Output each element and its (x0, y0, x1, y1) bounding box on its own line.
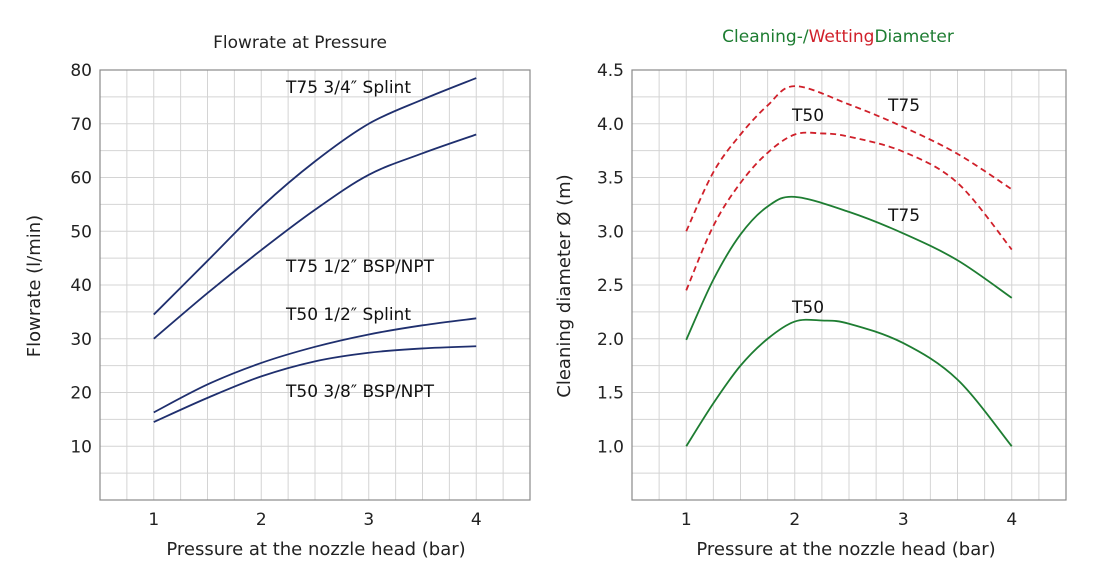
cleaning-tick-labels: 1 2 3 4 1.0 1.5 2.0 2.5 3.0 3.5 4.0 4.5 (597, 61, 1017, 530)
flowrate-x-axis-title: Pressure at the nozzle head (bar) (166, 539, 465, 560)
cleaning-y-tick-label: 2.5 (597, 276, 624, 296)
series-label-t75-cleaning: T75 (887, 206, 920, 226)
flowrate-y-tick-label: 60 (70, 169, 92, 189)
cleaning-plot-frame (631, 69, 1067, 501)
cleaning-y-tick-label: 1.0 (597, 437, 624, 457)
title-part-wetting: Wetting (809, 27, 875, 47)
series-label-t50-1-2-splint: T50 1/2″ Splint (285, 305, 411, 325)
cleaning-y-tick-label: 4.0 (597, 115, 624, 135)
flowrate-x-tick-label: 3 (363, 510, 374, 530)
cleaning-y-tick-label: 4.5 (597, 61, 624, 81)
title-part-cleaning: Cleaning-/ (722, 27, 809, 47)
flowrate-series-line-0 (153, 77, 477, 316)
flowrate-grid (100, 70, 530, 500)
series-label-t75-wetting: T75 (887, 96, 920, 116)
cleaning-series-line-0 (685, 85, 1013, 232)
flowrate-plot-frame (99, 69, 531, 501)
flowrate-y-tick-label: 50 (70, 222, 92, 242)
flowrate-y-tick-label: 80 (70, 61, 92, 81)
cleaning-x-tick-label: 1 (681, 510, 692, 530)
flowrate-series-line-1 (153, 133, 477, 340)
cleaning-x-tick-label: 3 (898, 510, 909, 530)
series-label-t75-1-2-bsp-npt: T75 1/2″ BSP/NPT (285, 257, 435, 277)
flowrate-y-tick-label: 70 (70, 115, 92, 135)
cleaning-y-tick-label: 3.0 (597, 222, 624, 242)
flowrate-y-tick-label: 30 (70, 330, 92, 350)
flowrate-x-tick-label: 2 (256, 510, 267, 530)
title-part-diameter: Diameter (874, 27, 953, 47)
cleaning-y-tick-label: 3.5 (597, 169, 624, 189)
cleaning-y-tick-label: 1.5 (597, 384, 624, 404)
cleaning-diameter-chart: 1 2 3 4 1.0 1.5 2.0 2.5 3.0 3.5 4.0 4.5 Cleaning-/W… (554, 27, 1067, 560)
cleaning-series-line-1 (685, 131, 1013, 291)
series-label-t75-3-4-splint: T75 3/4″ Splint (285, 78, 411, 98)
cleaning-series-line-3 (685, 318, 1013, 447)
flowrate-y-tick-label: 20 (70, 384, 92, 404)
flowrate-tick-labels: 1 2 3 4 10 20 30 40 50 60 70 80 (70, 61, 481, 530)
cleaning-x-tick-label: 2 (789, 510, 800, 530)
cleaning-x-axis-title: Pressure at the nozzle head (bar) (696, 539, 995, 560)
series-label-t50-cleaning: T50 (791, 298, 824, 318)
cleaning-chart-title: Cleaning-/WettingDiameter (722, 27, 954, 47)
flowrate-chart-title: Flowrate at Pressure (213, 33, 387, 53)
flowrate-y-tick-label: 10 (70, 437, 92, 457)
flowrate-y-tick-label: 40 (70, 276, 92, 296)
flowrate-series-group (153, 77, 477, 423)
cleaning-series-group (685, 85, 1013, 447)
series-label-t50-3-8-bsp-npt: T50 3/8″ BSP/NPT (285, 382, 435, 402)
flowrate-series-line-2 (153, 317, 477, 414)
flowrate-chart: 1 2 3 4 10 20 30 40 50 60 70 80 Flowrate at Pressur… (24, 33, 531, 560)
cleaning-y-axis-title: Cleaning diameter Ø (m) (554, 174, 575, 397)
flowrate-series-line-3 (153, 345, 477, 423)
series-label-t50-wetting: T50 (791, 106, 824, 126)
cleaning-x-tick-label: 4 (1006, 510, 1017, 530)
flowrate-y-axis-title: Flowrate (l/min) (24, 215, 45, 357)
flowrate-x-tick-label: 4 (471, 510, 482, 530)
cleaning-y-tick-label: 2.0 (597, 330, 624, 350)
cleaning-series-line-2 (685, 195, 1013, 341)
cleaning-grid (632, 70, 1066, 500)
flowrate-x-tick-label: 1 (148, 510, 159, 530)
